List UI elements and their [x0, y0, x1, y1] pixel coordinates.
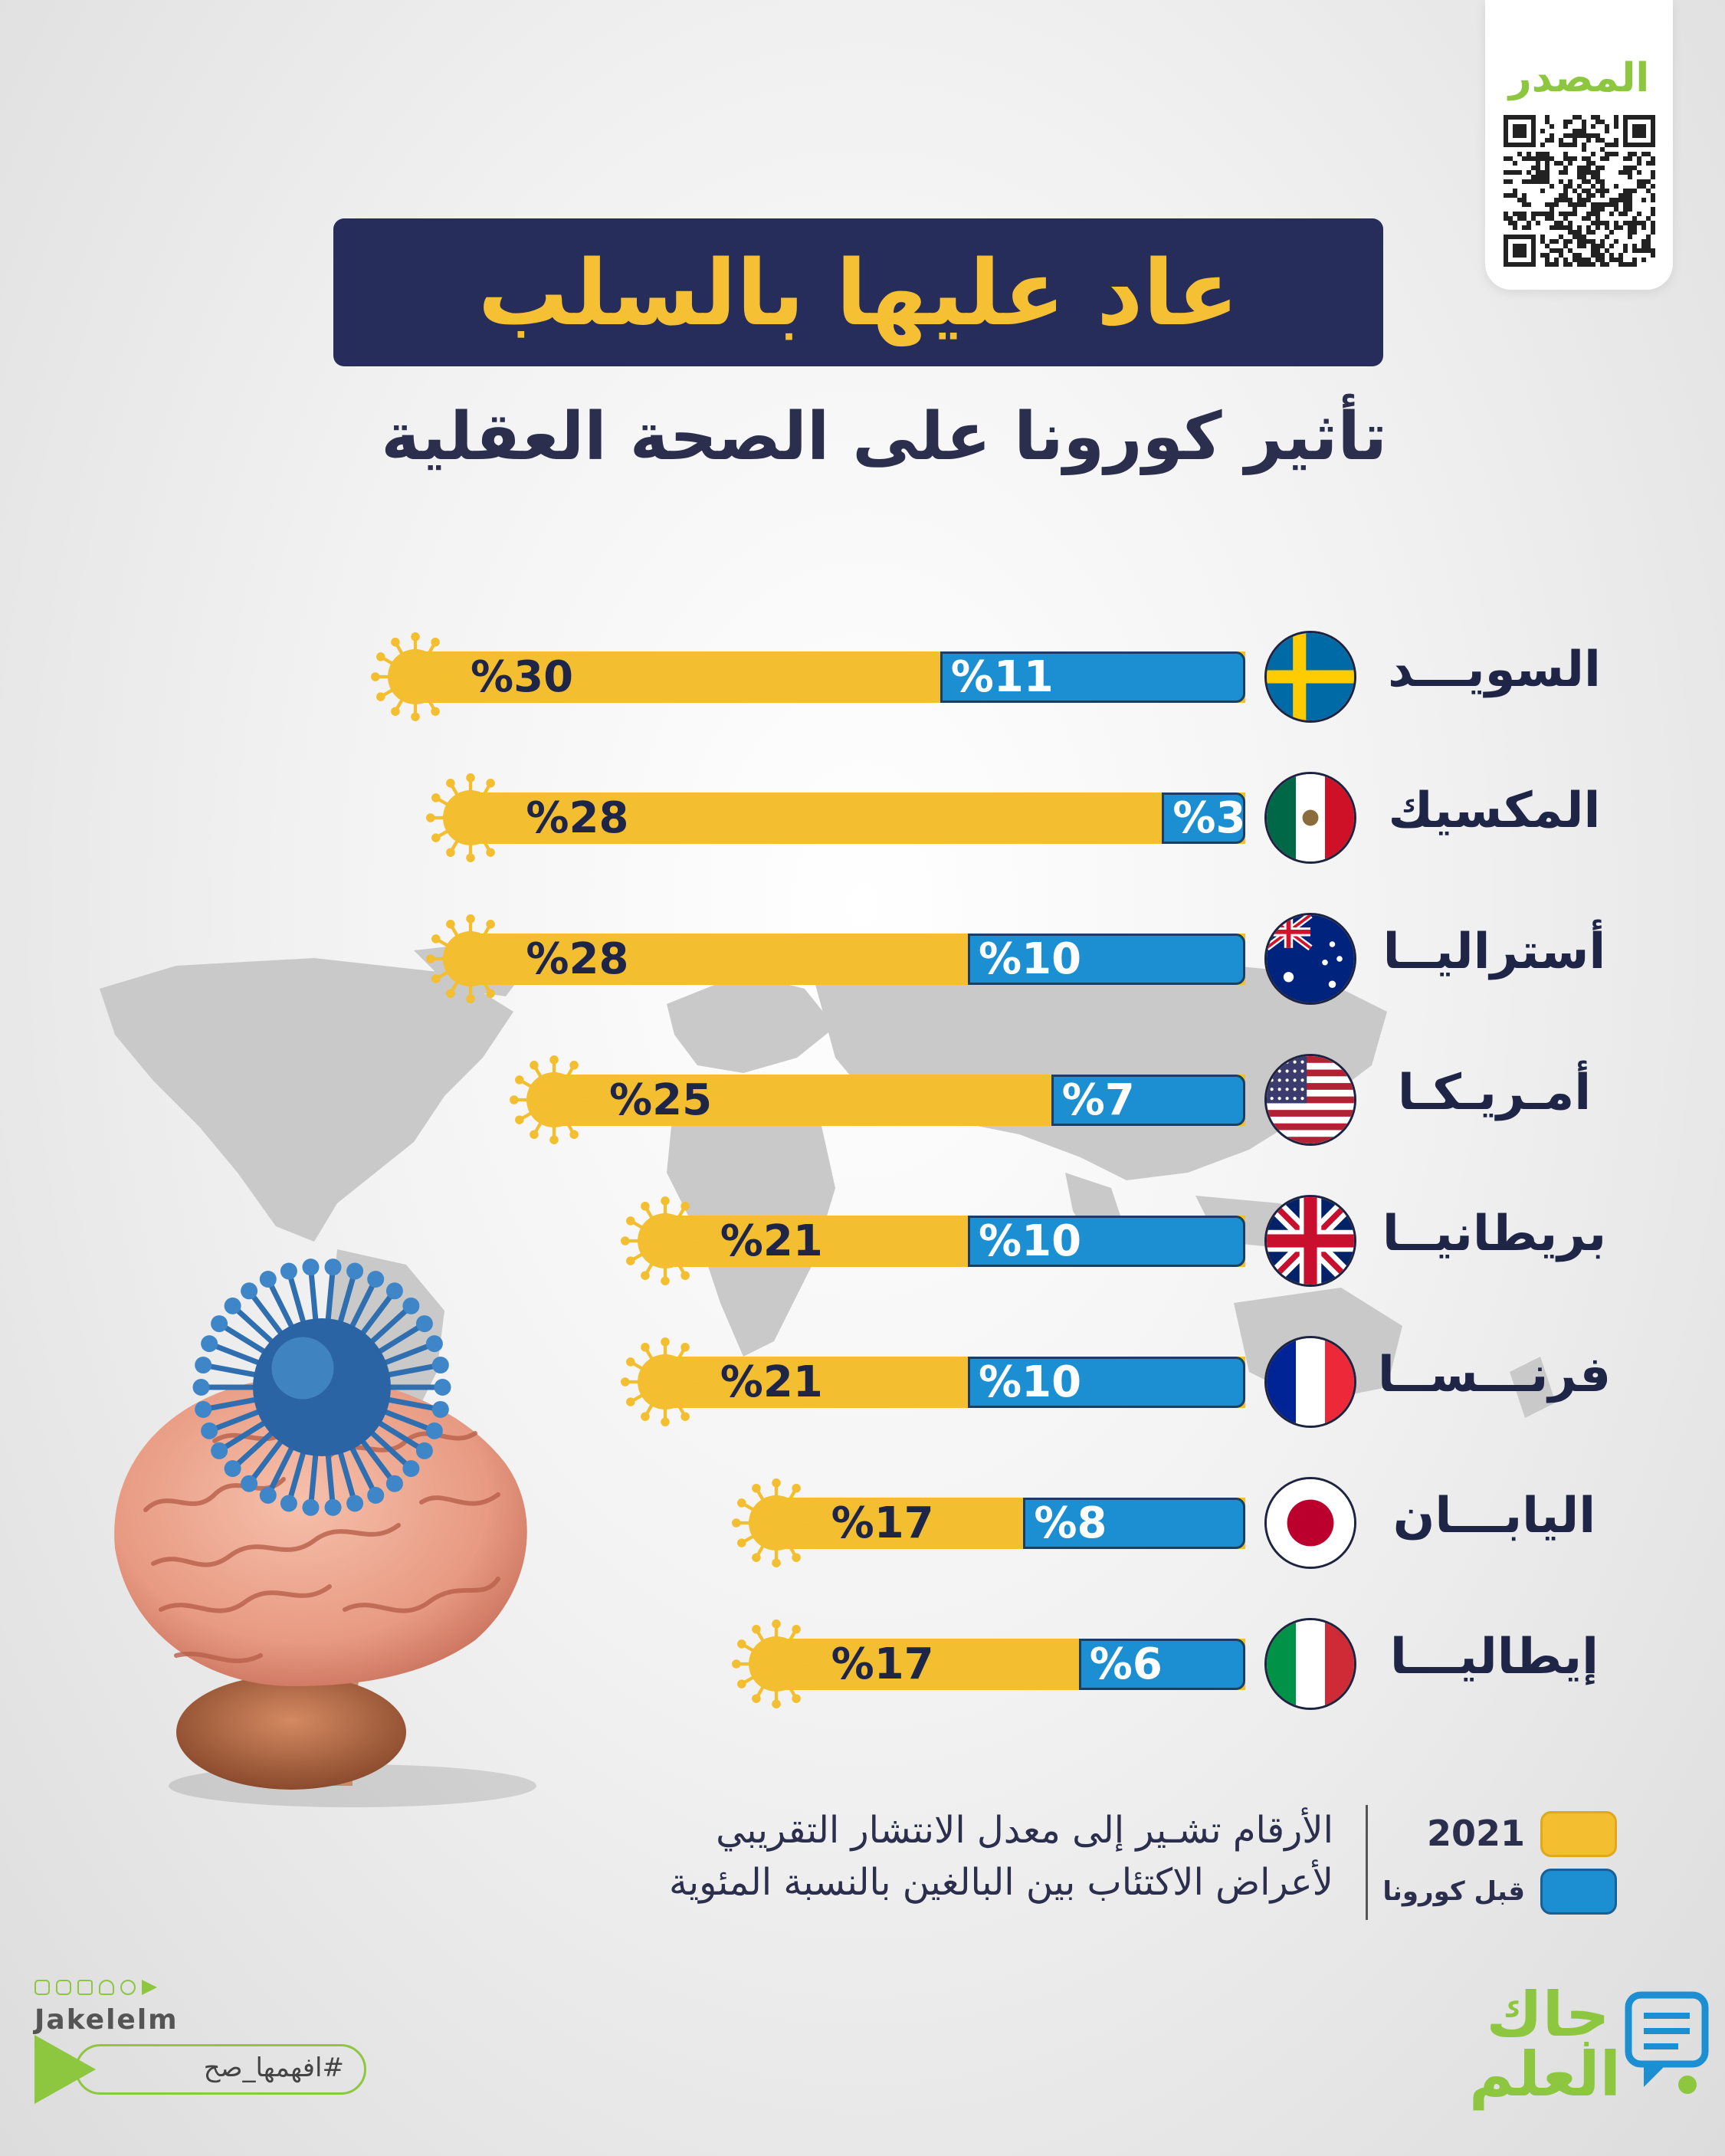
page-title: عاد عليها بالسلب [477, 239, 1239, 346]
value-label-2021: %28 [526, 793, 629, 843]
value-label-before: %10 [979, 934, 1082, 984]
legend-swatch-before [1540, 1869, 1617, 1915]
legend-label-before: قبل كورونا [1382, 1876, 1525, 1907]
note-line-1: الأرقام تشـير إلى معدل الانتشار التقريبي [716, 1809, 1333, 1852]
virus-icon [620, 1196, 710, 1285]
value-label-before: %6 [1089, 1639, 1163, 1689]
brand-logo-text: جاك العلم [1468, 1979, 1621, 2110]
chart-row: %7 %25 أمـريـكـا [0, 1048, 1725, 1147]
virus-icon [620, 1337, 710, 1426]
value-label-before: %10 [979, 1357, 1082, 1407]
twitter-icon[interactable] [120, 1980, 136, 1995]
bar-before-corona [1051, 1075, 1245, 1126]
virus-icon [731, 1478, 821, 1567]
hashtag-pill[interactable]: #افهمها_صح [75, 2044, 366, 2095]
bar-before-corona [968, 1357, 1245, 1408]
chat-logo-icon [1625, 1991, 1709, 2094]
usa-flag-icon [1264, 1054, 1356, 1146]
country-label: اليابـــان [1392, 1488, 1596, 1544]
play-icon[interactable] [31, 2031, 100, 2108]
value-label-2021: %30 [471, 652, 574, 702]
instagram-icon[interactable] [56, 1980, 71, 1995]
hashtag-text: #افهمها_صح [203, 2053, 344, 2083]
country-label: السويـــد [1388, 642, 1601, 698]
value-label-2021: %17 [831, 1498, 934, 1548]
bar-before-corona [968, 1216, 1245, 1267]
note-line-2: لأعراض الاكتئاب بين البالغين بالنسبة الم… [669, 1861, 1333, 1904]
legend-label-2021: 2021 [1426, 1813, 1525, 1854]
value-label-before: %11 [950, 652, 1054, 702]
virus-icon [426, 914, 516, 1003]
sweden-flag-icon [1264, 631, 1356, 723]
title-banner: عاد عليها بالسلب [333, 218, 1383, 366]
source-card: المصدر [1485, 0, 1673, 290]
chart-row: %8 %17 اليابـــان [0, 1471, 1725, 1570]
country-label: أمـريـكـا [1397, 1065, 1592, 1121]
legend-swatch-2021 [1540, 1811, 1617, 1857]
value-label-2021: %21 [720, 1357, 823, 1407]
source-label: المصدر [1508, 55, 1650, 101]
logo-line-1: جاك [1486, 1979, 1610, 2050]
value-label-2021: %25 [609, 1075, 713, 1125]
country-label: أستراليــا [1382, 924, 1606, 980]
snapchat-icon[interactable] [99, 1980, 114, 1995]
country-label: فرنـــســا [1377, 1347, 1612, 1403]
value-label-before: %7 [1061, 1075, 1135, 1125]
legend-divider [1366, 1805, 1368, 1920]
social-icons [34, 1980, 188, 1997]
chart-row: %3 %28 المكسيك [0, 766, 1725, 865]
virus-icon [426, 773, 516, 862]
uk-flag-icon [1264, 1195, 1356, 1287]
brain-virus-illustration [114, 1258, 536, 1807]
bar-2021 [468, 793, 1245, 844]
value-label-2021: %21 [720, 1216, 823, 1266]
value-label-before: %10 [979, 1216, 1082, 1266]
bar-before-corona [1023, 1498, 1245, 1549]
value-label-2021: %28 [526, 934, 629, 984]
page-subtitle: تأثير كورونا على الصحة العقلية [381, 399, 1387, 475]
logo-line-2: العلم [1468, 2039, 1621, 2110]
japan-flag-icon [1264, 1477, 1356, 1569]
brand-handle: Jakelelm [34, 2004, 179, 2036]
virus-icon [371, 632, 460, 721]
mexico-flag-icon [1264, 772, 1356, 864]
italy-flag-icon [1264, 1618, 1356, 1710]
chart-row: %10 %28 أستراليــا [0, 907, 1725, 1006]
chart-row: %10 %21 فرنـــســا [0, 1330, 1725, 1429]
qr-code-icon[interactable] [1504, 115, 1655, 267]
value-label-before: %3 [1172, 793, 1246, 843]
value-label-2021: %17 [831, 1639, 934, 1689]
chart-row: %6 %17 إيطاليـــا [0, 1612, 1725, 1711]
linkedin-icon[interactable] [77, 1980, 93, 1995]
bar-before-corona [1078, 1639, 1245, 1690]
chart-row: %11 %30 السويـــد [0, 625, 1725, 724]
telegram-icon[interactable] [142, 1980, 157, 1995]
france-flag-icon [1264, 1336, 1356, 1428]
coronavirus-icon [192, 1258, 451, 1516]
country-label: بريطانيــا [1382, 1206, 1607, 1262]
value-label-before: %8 [1034, 1498, 1107, 1548]
virus-icon [510, 1055, 599, 1144]
virus-icon [731, 1619, 821, 1708]
bar-before-corona [940, 651, 1245, 703]
facebook-icon[interactable] [34, 1980, 50, 1995]
country-label: إيطاليـــا [1389, 1629, 1599, 1685]
bar-before-corona [968, 934, 1245, 985]
bar-before-corona [1162, 793, 1245, 844]
chart-row: %10 %21 بريطانيــا [0, 1189, 1725, 1288]
australia-flag-icon [1264, 913, 1356, 1005]
country-label: المكسيك [1388, 783, 1601, 839]
